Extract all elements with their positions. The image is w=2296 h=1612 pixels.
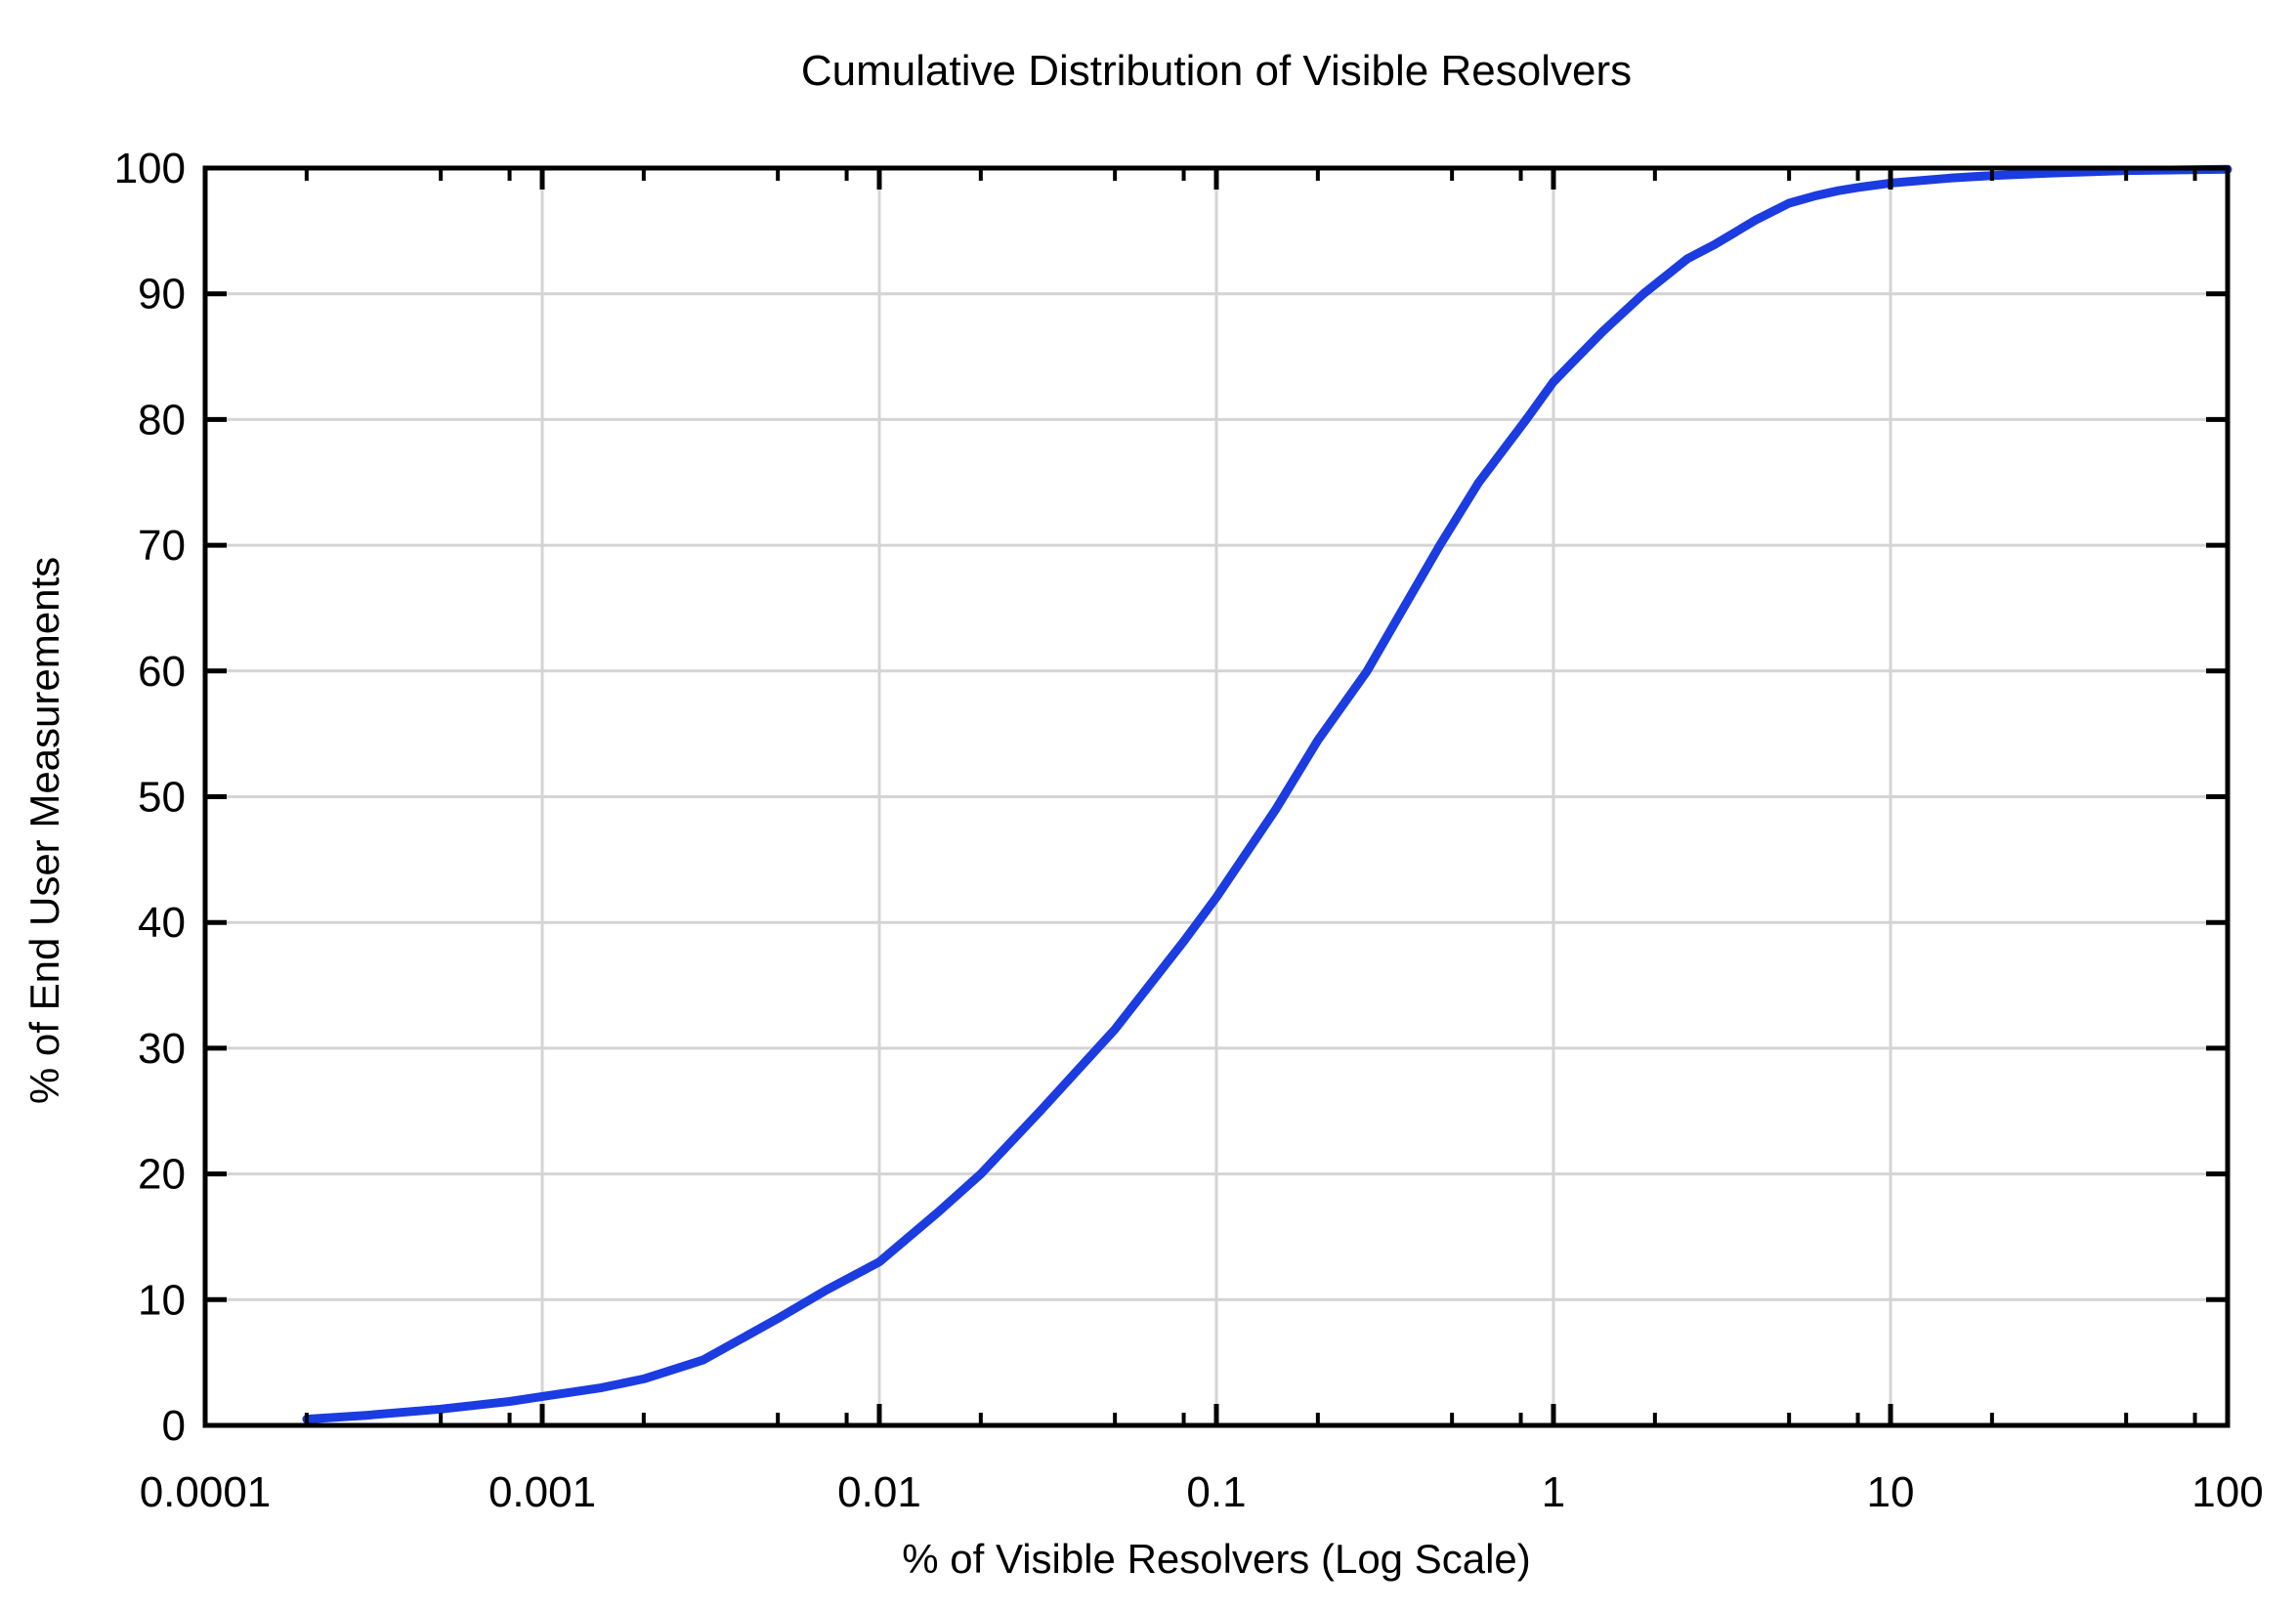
y-tick-label: 60 <box>138 648 186 696</box>
y-tick-label: 90 <box>138 271 186 318</box>
y-tick-label: 0 <box>162 1402 186 1450</box>
y-tick-label: 20 <box>138 1151 186 1199</box>
x-tick-label: 0.0001 <box>140 1468 272 1516</box>
y-tick-label: 80 <box>138 396 186 444</box>
x-tick-label: 10 <box>1867 1468 1915 1516</box>
y-tick-label: 40 <box>138 899 186 947</box>
y-tick-label: 30 <box>138 1025 186 1073</box>
x-tick-label: 0.01 <box>837 1468 921 1516</box>
x-axis-title: % of Visible Resolvers (Log Scale) <box>902 1536 1531 1582</box>
y-tick-label: 10 <box>138 1276 186 1324</box>
x-tick-label: 0.001 <box>489 1468 596 1516</box>
x-tick-label: 1 <box>1542 1468 1565 1516</box>
y-tick-label: 50 <box>138 774 186 822</box>
y-tick-label: 100 <box>114 145 186 192</box>
y-tick-label: 70 <box>138 522 186 570</box>
x-tick-label: 100 <box>2191 1468 2263 1516</box>
chart-title: Cumulative Distribution of Visible Resol… <box>800 47 1633 95</box>
data-curve-cumulative-distribution <box>302 164 2232 1424</box>
x-tick-label: 0.1 <box>1186 1468 1246 1516</box>
